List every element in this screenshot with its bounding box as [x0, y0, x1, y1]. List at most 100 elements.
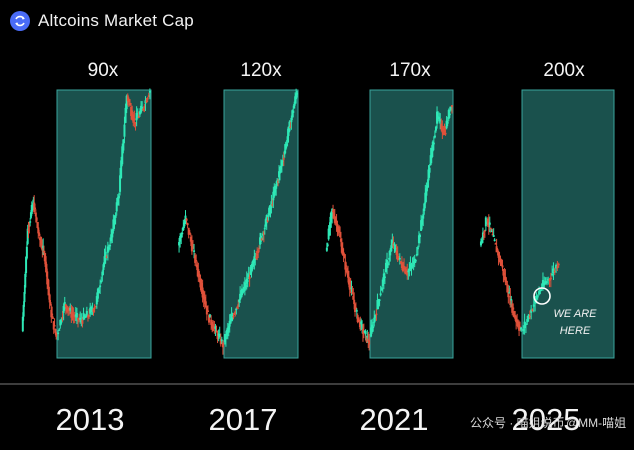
candle-body-2017-box	[246, 280, 249, 282]
candle-body-2013-box	[98, 290, 101, 293]
candle-body-2017-pre	[204, 301, 207, 308]
candle-body-2013-box	[100, 280, 103, 283]
candle-body-2017-box	[234, 311, 237, 313]
candle-body-2013-box	[92, 308, 95, 312]
candle-body-2021-box	[417, 235, 420, 244]
candle-body-2021-pre	[368, 340, 371, 345]
candle-body-2017-box	[290, 117, 293, 123]
candle-body-2017-pre	[215, 331, 218, 333]
candle-body-2021-box	[375, 313, 378, 316]
candle-body-2017-pre	[194, 255, 197, 263]
candle-body-2013-box	[148, 90, 151, 93]
candle-body-2017-box	[288, 121, 291, 132]
candle-body-2017-box	[227, 325, 230, 330]
candle-body-2017-box	[263, 227, 266, 230]
candle-body-2017-box	[267, 213, 270, 218]
candle-body-2017-box	[294, 96, 297, 104]
candle-body-2017-box	[286, 136, 289, 141]
candle-body-2021-pre	[347, 273, 349, 278]
candle-body-2013-box	[114, 215, 117, 218]
candle-body-2025-box	[549, 277, 552, 280]
candle-body-2021-pre	[328, 228, 331, 234]
candle-body-2013-box	[109, 244, 112, 247]
candle-body-2017-box	[233, 313, 236, 316]
candle-body-2013-box	[117, 195, 120, 199]
candle-body-2013-pre	[49, 302, 52, 306]
candle-body-2025-box	[539, 289, 542, 292]
candle-body-2017-pre	[212, 324, 215, 331]
candle-body-2013-box	[111, 229, 114, 238]
candle-body-2017-box	[255, 256, 258, 259]
candle-body-2021-box	[388, 257, 391, 260]
candle-body-2021-box	[414, 259, 417, 262]
candle-body-2025-pre	[482, 233, 485, 236]
candle-body-2017-box	[281, 160, 284, 162]
candle-body-2021-box	[399, 261, 402, 264]
candle-body-2021-box	[371, 324, 374, 332]
candle-body-2025-pre	[492, 235, 495, 238]
candle-body-2017-box	[282, 158, 285, 160]
candle-body-2013-pre	[50, 309, 53, 318]
candle-body-2021-box	[389, 249, 392, 256]
candle-body-2025-pre	[508, 292, 511, 294]
candle-body-2017-pre	[201, 287, 204, 298]
candle-body-2013-box	[141, 106, 144, 111]
candle-body-2013-box	[67, 307, 70, 312]
candle-body-2025-pre	[510, 299, 513, 301]
candle-body-2025-box	[536, 295, 539, 298]
candle-body-2021-box	[408, 268, 411, 271]
candle-body-2013-pre	[48, 294, 51, 303]
candle-body-2017-box	[274, 186, 277, 193]
candle-body-2013-box	[122, 139, 125, 151]
candle-body-2025-pre	[495, 246, 498, 253]
candle-body-2017-box	[275, 184, 278, 189]
candle-body-2017-pre	[214, 326, 217, 329]
candle-body-2025-pre	[516, 319, 519, 323]
candle-body-2013-pre	[34, 207, 37, 210]
candle-body-2021-box	[394, 247, 397, 250]
candle-body-2021-pre	[365, 335, 368, 342]
candle-body-2013-box	[130, 106, 133, 117]
candle-body-2021-pre	[338, 229, 341, 233]
candle-body-2025-box	[553, 270, 556, 273]
candle-body-2025-pre	[496, 249, 499, 252]
candle-body-2025-box	[557, 263, 560, 266]
candle-body-2017-box	[278, 171, 281, 178]
candle-body-2017-box	[292, 110, 295, 113]
candle-body-2021-box	[413, 258, 416, 264]
candle-body-2021-box	[392, 242, 395, 247]
candle-body-2013-box	[144, 100, 147, 104]
candle-body-2017-box	[277, 181, 280, 183]
candle-body-2017-pre	[183, 222, 186, 227]
candle-body-2021-box	[423, 203, 426, 211]
candle-body-2021-box	[441, 125, 444, 133]
candle-body-2013-pre	[51, 317, 54, 319]
candle-body-2017-box	[291, 110, 294, 118]
candle-body-2017-pre	[189, 237, 192, 242]
candle-body-2025-box	[552, 268, 555, 274]
candle-body-2025-pre	[513, 311, 516, 318]
candle-body-2013-box	[90, 306, 93, 313]
candle-body-2021-box	[376, 300, 379, 309]
candle-body-2013-box	[132, 114, 135, 123]
multiplier-label-2017: 120x	[240, 60, 282, 81]
candle-body-2021-pre	[339, 238, 342, 242]
candle-body-2021-box	[442, 128, 445, 135]
candle-body-2017-box	[296, 92, 299, 95]
candle-body-2013-pre	[29, 221, 32, 223]
candle-body-2013-box	[69, 307, 72, 311]
candle-body-2017-pre	[220, 339, 223, 342]
candle-body-2017-box	[242, 286, 245, 291]
candle-body-2013-box	[134, 122, 137, 124]
year-label-2021: 2021	[359, 402, 429, 437]
candle-body-2013-box	[59, 319, 62, 326]
candle-body-2021-pre	[366, 335, 369, 338]
candle-body-2017-pre	[195, 259, 198, 262]
candle-body-2021-box	[424, 192, 427, 204]
candle-body-2021-box	[427, 169, 430, 181]
growth-box-2017	[223, 89, 299, 359]
candle-body-2021-pre	[352, 295, 355, 300]
candle-body-2021-box	[372, 326, 375, 329]
candle-body-2025-box	[532, 304, 535, 307]
